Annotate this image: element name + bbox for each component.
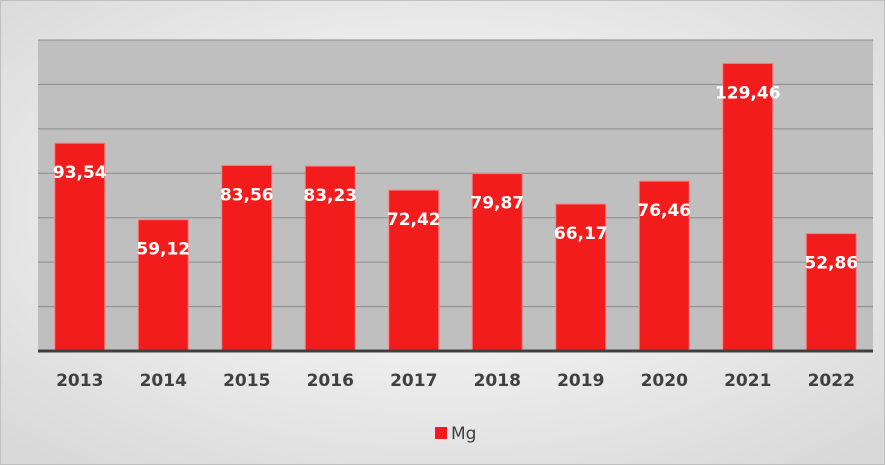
legend-swatch — [435, 427, 447, 439]
bar — [304, 165, 356, 352]
value-label: 76,46 — [637, 201, 691, 221]
x-tick-label: 2019 — [557, 371, 604, 391]
x-tick-label: 2018 — [474, 371, 521, 391]
value-label: 52,86 — [804, 254, 858, 274]
value-label: 79,87 — [470, 194, 524, 214]
x-tick-label: 2021 — [724, 371, 771, 391]
bar — [137, 219, 189, 352]
bar — [221, 164, 273, 352]
value-label: 72,42 — [387, 210, 441, 230]
x-tick-label: 2020 — [641, 371, 688, 391]
legend-label: Mg — [451, 424, 476, 444]
bar — [54, 142, 106, 352]
x-tick-label: 2022 — [808, 371, 855, 391]
x-tick-label: 2014 — [140, 371, 187, 391]
value-label: 93,54 — [53, 163, 107, 183]
value-label: 59,12 — [136, 240, 190, 260]
x-tick-label: 2016 — [307, 371, 354, 391]
x-tick-label: 2015 — [223, 371, 270, 391]
value-label: 129,46 — [715, 83, 781, 103]
bar — [555, 203, 607, 352]
bar — [722, 62, 774, 352]
x-tick-label: 2017 — [390, 371, 437, 391]
value-label: 66,17 — [554, 224, 608, 244]
bar — [388, 189, 440, 352]
value-label: 83,56 — [220, 185, 274, 205]
bar — [638, 180, 690, 352]
bar — [471, 173, 523, 352]
bar — [805, 233, 857, 352]
value-label: 83,23 — [303, 186, 357, 206]
x-tick-label: 2013 — [56, 371, 103, 391]
